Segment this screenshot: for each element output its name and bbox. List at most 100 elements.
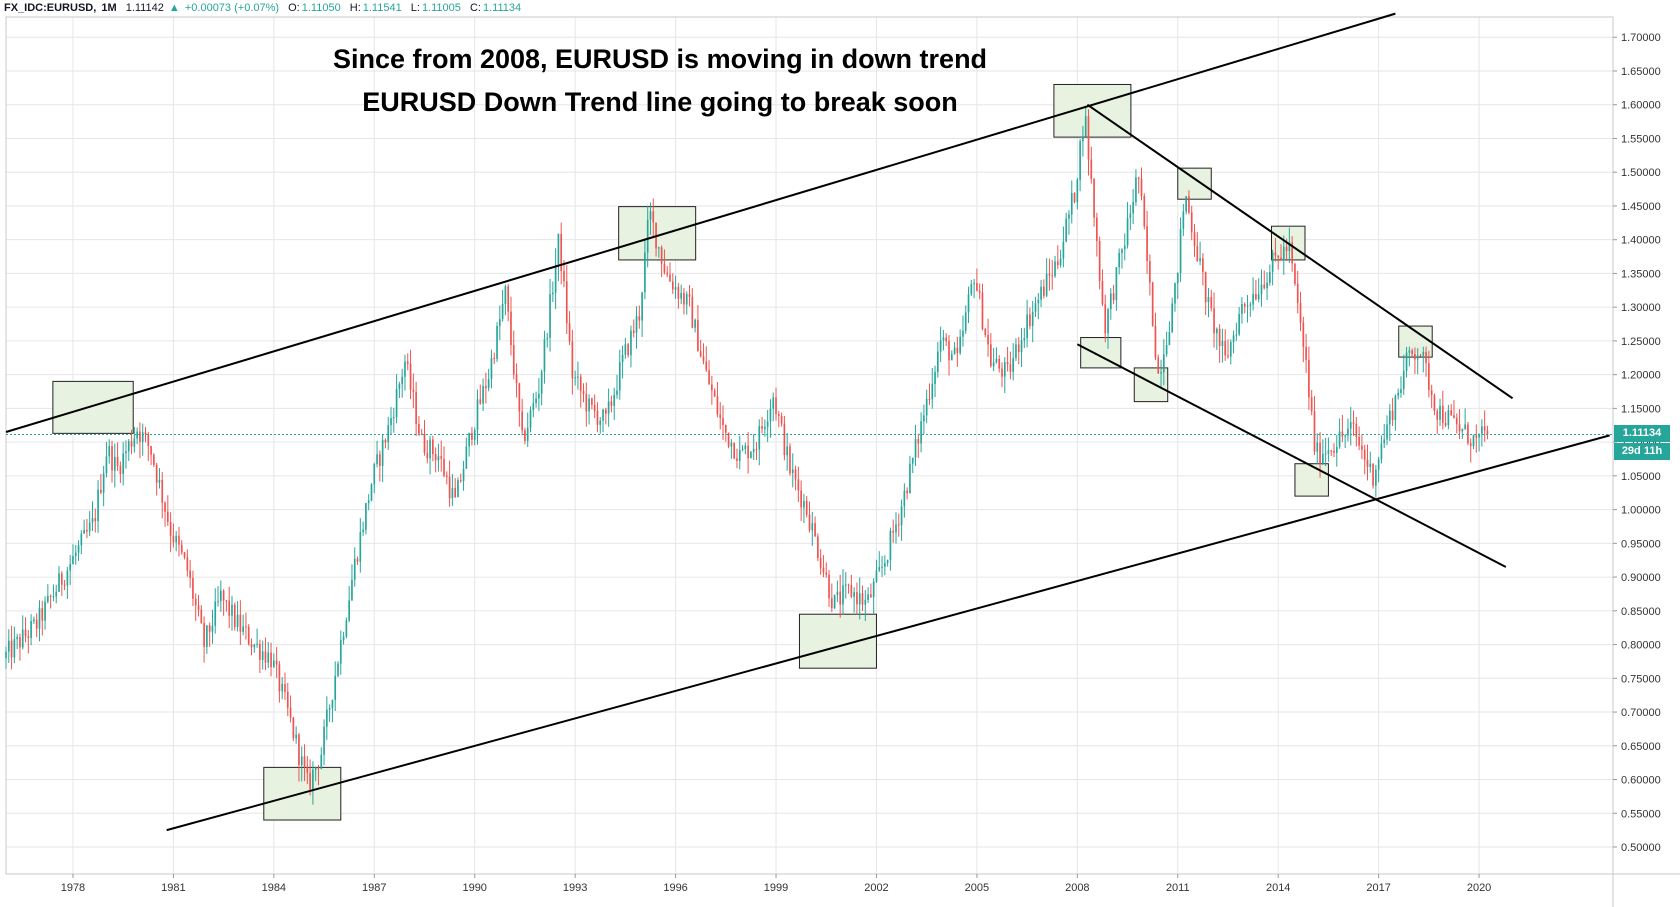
candle-body bbox=[136, 431, 138, 439]
candle-body bbox=[130, 441, 133, 447]
candle-body bbox=[697, 319, 699, 352]
candle-body bbox=[1467, 424, 1469, 444]
candle-body bbox=[108, 446, 111, 457]
candle-body bbox=[836, 591, 839, 595]
price-tick-label: 1.25000 bbox=[1621, 336, 1661, 348]
candle-body bbox=[741, 449, 744, 451]
candle-body bbox=[1447, 410, 1450, 426]
candle-body bbox=[384, 439, 387, 443]
candle-body bbox=[981, 292, 984, 330]
candle-body bbox=[412, 389, 415, 392]
candle-body bbox=[74, 552, 77, 557]
price-axis[interactable]: 0.50000 0.55000 0.60000 0.65000 0.70000 0.750… bbox=[1613, 32, 1661, 854]
candle-body bbox=[1241, 304, 1243, 314]
candle-body bbox=[16, 637, 18, 640]
candle-body bbox=[13, 639, 16, 658]
price-tick-label: 1.00000 bbox=[1621, 505, 1661, 517]
candle-body bbox=[353, 558, 356, 580]
candle-body bbox=[471, 432, 473, 440]
candle-body bbox=[1096, 217, 1098, 242]
candle-body bbox=[351, 579, 353, 601]
candle-body bbox=[1188, 196, 1190, 213]
candle-body bbox=[649, 211, 652, 220]
trend-lines bbox=[5, 12, 1610, 832]
candle-body bbox=[219, 590, 222, 602]
candle-body bbox=[864, 599, 867, 605]
candle-body bbox=[27, 636, 30, 638]
candle-body bbox=[445, 475, 448, 477]
low-value: 1.11005 bbox=[421, 2, 461, 14]
candle-body bbox=[392, 417, 395, 419]
candle-body bbox=[1017, 344, 1020, 353]
candle-body bbox=[1375, 469, 1377, 486]
candle-body bbox=[543, 339, 546, 372]
price-tick-label: 0.95000 bbox=[1621, 538, 1661, 550]
candle-body bbox=[166, 511, 169, 523]
candle-body bbox=[892, 530, 895, 533]
candle-body bbox=[551, 292, 554, 295]
candle-body bbox=[1338, 431, 1341, 447]
candle-body bbox=[1098, 241, 1101, 281]
candle-body bbox=[1121, 249, 1123, 253]
candle-body bbox=[141, 432, 144, 442]
candle-body bbox=[839, 591, 842, 605]
candle-body bbox=[203, 623, 205, 647]
candle-body bbox=[373, 464, 376, 485]
candle-body bbox=[334, 675, 337, 701]
candle-body bbox=[574, 377, 576, 379]
candle-body bbox=[1160, 372, 1162, 374]
candle-body bbox=[183, 552, 186, 558]
candle-body bbox=[1469, 443, 1472, 447]
candle-body bbox=[320, 754, 323, 769]
candle-body bbox=[1082, 136, 1084, 142]
candle-body bbox=[295, 734, 297, 739]
candle-body bbox=[515, 374, 518, 384]
time-axis[interactable]: 1978 1981 1984 1987 1990 1993 1996 1999 2002 2005… bbox=[61, 874, 1492, 894]
candle-body bbox=[468, 432, 470, 447]
candle-body bbox=[153, 454, 155, 465]
candle-body bbox=[342, 636, 345, 641]
candle-body bbox=[72, 556, 74, 565]
candle-body bbox=[967, 294, 970, 313]
candle-body bbox=[1425, 351, 1427, 364]
candle-body bbox=[139, 431, 141, 442]
candle-body bbox=[1294, 263, 1296, 284]
candle-body bbox=[1171, 303, 1174, 333]
candle-body bbox=[747, 445, 749, 459]
candle-body bbox=[150, 446, 152, 455]
candle-body bbox=[133, 438, 136, 447]
candle-body bbox=[607, 401, 610, 414]
symbol-name[interactable]: FX_IDC:EURUSD, bbox=[4, 2, 97, 14]
candle-series[interactable] bbox=[5, 105, 1489, 805]
candle-body bbox=[1458, 424, 1461, 432]
price-tick-label: 1.55000 bbox=[1621, 133, 1661, 145]
candle-body bbox=[264, 651, 267, 663]
candle-body bbox=[998, 358, 1001, 369]
candle-body bbox=[498, 319, 501, 326]
interval-label[interactable]: 1M bbox=[101, 2, 117, 14]
highlight-box-peak-1995 bbox=[618, 206, 697, 261]
candle-body bbox=[86, 529, 88, 532]
candle-body bbox=[404, 361, 406, 377]
candle-body bbox=[286, 691, 289, 708]
candle-body bbox=[1369, 463, 1372, 468]
candle-body bbox=[1269, 271, 1271, 283]
candle-body bbox=[652, 211, 655, 223]
candle-body bbox=[47, 595, 49, 602]
annotation-line-2: EURUSD Down Trend line going to break so… bbox=[362, 87, 958, 117]
candle-body bbox=[1481, 426, 1483, 434]
candle-body bbox=[155, 464, 158, 483]
candle-body bbox=[535, 398, 537, 404]
candle-body bbox=[1026, 314, 1028, 339]
candle-body bbox=[699, 351, 702, 357]
candle-body bbox=[1012, 358, 1015, 372]
candle-body bbox=[529, 410, 532, 428]
candle-body bbox=[21, 629, 24, 648]
candle-body bbox=[1107, 309, 1109, 334]
highlight-box-high-2014 bbox=[1271, 225, 1306, 261]
candle-body bbox=[540, 371, 543, 394]
candle-body bbox=[903, 490, 906, 507]
candle-body bbox=[1238, 313, 1240, 335]
price-tick-label: 0.65000 bbox=[1621, 741, 1661, 753]
